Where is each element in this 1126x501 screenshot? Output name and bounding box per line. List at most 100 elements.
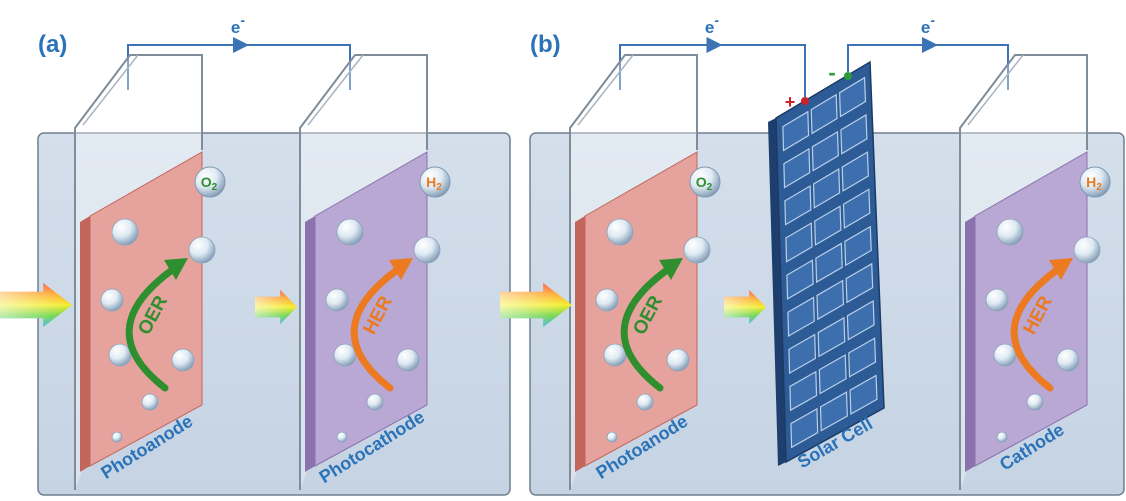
bubble (996, 431, 1008, 443)
solar-cell-panel (782, 110, 810, 152)
positive-label: + (785, 92, 796, 112)
solar-cell-panel (790, 407, 819, 449)
light-arrow (255, 290, 297, 324)
bubble (333, 343, 357, 367)
electron-label: e- (921, 12, 935, 37)
electron-charge: - (930, 12, 935, 28)
gas-bubble (1079, 166, 1111, 198)
bubble (985, 288, 1009, 312)
reaction-arrowhead (1049, 258, 1073, 280)
solar-cell-panel (842, 188, 871, 230)
electron-symbol: e (921, 18, 930, 37)
bubble (111, 218, 139, 246)
electrode-side (965, 216, 975, 472)
solar-cell-panel (818, 353, 847, 395)
gas-bubble (689, 166, 721, 198)
reaction-arrow (620, 266, 671, 392)
bubble (141, 393, 159, 411)
glass-edge (577, 54, 634, 126)
gas-bubble (419, 166, 451, 198)
bubble (188, 236, 216, 264)
gas-label: H2 (426, 174, 442, 193)
gas-subscript: 2 (707, 182, 713, 193)
gas-bubble (194, 166, 226, 198)
glass-edge (82, 54, 139, 126)
light-arrow-shine (724, 290, 766, 324)
electron-label: e- (705, 12, 719, 37)
reaction-arrow (350, 266, 401, 392)
solar-cell-panel (838, 76, 867, 118)
panel-label: (b) (530, 31, 561, 58)
gas-element: H (1086, 174, 1096, 190)
light-arrow-shine (500, 283, 572, 327)
gas-label: O2 (696, 174, 713, 193)
solar-cell-panel (788, 333, 817, 375)
bubble (396, 348, 420, 372)
negative-label: - (828, 60, 835, 85)
bubble (100, 288, 124, 312)
gas-element: O (696, 174, 707, 190)
light-arrow-shine (0, 283, 72, 327)
positive-terminal (801, 97, 809, 105)
solar-cell-panel (845, 262, 874, 304)
solar-cell-panel (817, 316, 846, 358)
electrode-side (575, 216, 585, 472)
bubble (108, 343, 132, 367)
reaction-arrowhead (659, 258, 683, 280)
bubble (603, 343, 627, 367)
negative-terminal (844, 72, 852, 80)
bubble (606, 218, 634, 246)
solar-cell-panel (786, 259, 814, 300)
solar-cell-panel (785, 222, 813, 263)
electron-label: e- (231, 12, 245, 37)
reaction-arrowhead (164, 258, 188, 280)
solar-cell-side (768, 118, 786, 466)
solar-cell-panel (783, 147, 811, 189)
solar-cell-panel (784, 184, 812, 226)
gas-element: H (426, 174, 436, 190)
electron-charge: - (714, 12, 719, 28)
light-arrow (0, 283, 72, 327)
solar-cell-panel (814, 205, 842, 246)
bubble (336, 218, 364, 246)
reaction-arrowhead (389, 258, 413, 280)
electron-charge: - (240, 12, 245, 28)
gas-subscript: 2 (1096, 182, 1102, 193)
solar-cell-panel (815, 242, 843, 284)
electron-symbol: e (705, 18, 714, 37)
solar-cell-panel (819, 391, 848, 432)
gas-label: H2 (1086, 174, 1102, 193)
solar-cell-panel (840, 113, 868, 155)
solar-cell-panel (789, 370, 818, 412)
solar-cell-panel (841, 151, 869, 192)
gas-label: O2 (201, 174, 218, 193)
gas-subscript: 2 (212, 182, 218, 193)
bubble (413, 236, 441, 264)
bubble (111, 431, 123, 443)
glass-edge (967, 54, 1024, 126)
light-arrow (500, 283, 572, 327)
bubble (666, 348, 690, 372)
bubble (636, 393, 654, 411)
panel-label: (a) (38, 31, 67, 58)
bubble (366, 393, 384, 411)
reaction-arrow (125, 266, 176, 392)
gas-subscript: 2 (436, 182, 442, 193)
reaction-arrow (1010, 266, 1061, 392)
electrode-side (305, 216, 315, 472)
gas-element: O (201, 174, 212, 190)
solar-cell-panel (810, 93, 838, 135)
bubble (606, 431, 618, 443)
light-arrow (724, 290, 766, 324)
bubble (1026, 393, 1044, 411)
electron-symbol: e (231, 18, 240, 37)
wire (847, 44, 1009, 90)
solar-cell-panel (811, 130, 839, 172)
bubble (996, 218, 1024, 246)
bubble (683, 236, 711, 264)
bubble (325, 288, 349, 312)
solar-cell-panel (787, 296, 815, 338)
light-arrow-shine (255, 290, 297, 324)
electrode-side (80, 216, 90, 472)
